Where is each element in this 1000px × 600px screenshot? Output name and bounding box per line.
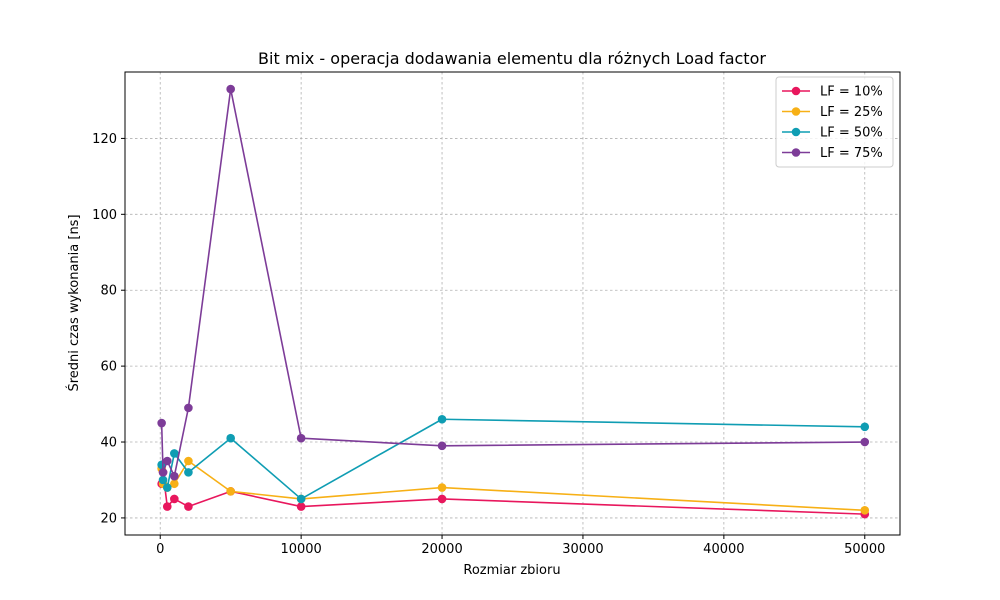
legend: LF = 10% LF = 25% LF = 50% LF = 75% [775,76,894,168]
data-point [170,449,179,458]
legend-label: LF = 10% [820,85,883,100]
data-point [157,418,166,428]
legend-swatch-marker [791,148,801,157]
data-point [162,502,172,511]
plot-frame [124,71,901,536]
data-point [296,433,306,443]
data-point [437,441,447,451]
data-point [226,84,235,94]
data-point [860,506,870,515]
x-axis-label: Rozmiar zbioru [463,563,560,578]
legend-label: LF = 75% [820,146,883,161]
series-4 [157,84,870,481]
y-tick-label: 120 [92,132,117,147]
data-point [437,414,447,424]
legend-item: LF = 25% [782,105,883,120]
legend-swatch-marker [791,107,801,116]
data-point [296,494,306,504]
x-tick-label: 30000 [562,542,603,557]
y-tick-label: 40 [100,436,117,451]
legend-item: LF = 50% [782,126,883,141]
data-point [184,468,193,477]
legend-swatch-marker [791,86,801,96]
y-tick-label: 60 [100,360,117,375]
data-point [437,494,447,504]
data-point [860,437,870,447]
legend-item: LF = 75% [782,146,883,161]
data-point [158,468,168,477]
x-tick-label: 40000 [703,542,744,557]
y-axis-label: Średni czas wykonania [ns] [66,214,82,391]
data-point [184,403,193,413]
series-layer [157,84,870,519]
x-tick-label: 50000 [844,542,885,557]
data-point [437,483,447,492]
x-tick-label: 0 [156,542,164,557]
y-tick-label: 100 [92,208,117,223]
chart-title: Bit mix - operacja dodawania elementu dl… [258,49,766,68]
data-point [184,456,193,466]
data-point [226,433,235,443]
data-point [162,456,172,466]
y-tick-label: 20 [100,511,117,526]
data-point [170,471,179,481]
data-point [170,494,179,504]
legend-box [775,76,894,168]
x-tick-label: 10000 [280,542,321,557]
legend-label: LF = 25% [820,105,883,120]
legend-label: LF = 50% [820,126,883,141]
legend-swatch-marker [791,127,801,137]
grid [125,72,900,535]
ticks: 0 10000 20000 30000 40000 50000 20 40 60 80 100 120 [92,132,885,557]
data-point [162,483,172,492]
data-point [184,502,193,511]
y-tick-label: 80 [100,284,117,299]
data-point [170,479,179,489]
data-point [158,475,168,485]
data-point [860,422,870,432]
data-point [226,487,235,496]
legend-item: LF = 10% [782,85,883,100]
data-point [296,502,306,511]
x-tick-label: 20000 [421,542,462,557]
